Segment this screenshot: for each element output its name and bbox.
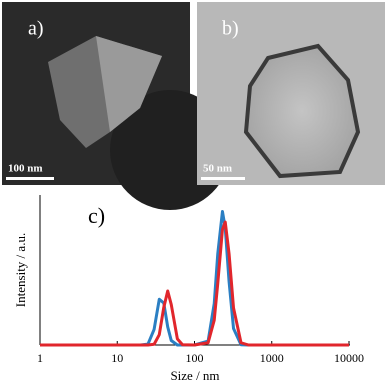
chart: c) Size / nm Intensity / a.u. 1 10 100 1000… xyxy=(13,195,364,383)
scale-bar xyxy=(201,177,245,180)
x-tick-label: 10000 xyxy=(334,351,364,365)
x-tick-label: 100 xyxy=(186,351,204,365)
panel-label: b) xyxy=(222,18,239,40)
scale-bar-label: 100 nm xyxy=(8,163,43,175)
x-tick-label: 1 xyxy=(37,351,43,365)
panel-b: b) 50 nm xyxy=(197,2,385,185)
panel-a: a) 100 nm xyxy=(2,2,230,210)
series-line xyxy=(40,220,349,347)
scale-bar-label: 50 nm xyxy=(203,163,232,175)
hexagonal-particle xyxy=(243,43,361,179)
panel-label: a) xyxy=(28,18,44,40)
annotation: c) xyxy=(88,203,105,228)
y-axis-label: Intensity / a.u. xyxy=(13,233,28,307)
series-line xyxy=(40,210,349,347)
scale-bar xyxy=(6,177,54,180)
x-tick-label: 10 xyxy=(111,351,123,365)
x-axis-label: Size / nm xyxy=(170,368,219,383)
flake-top xyxy=(96,36,162,132)
x-tick-label: 1000 xyxy=(260,351,284,365)
